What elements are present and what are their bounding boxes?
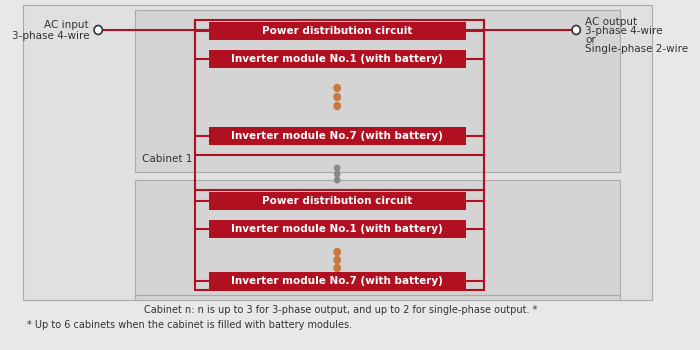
Circle shape [334,248,340,256]
Bar [135,180,620,295]
Bar [209,50,466,68]
Bar [195,20,484,155]
Bar [135,295,620,300]
Text: Inverter module No.1 (with battery): Inverter module No.1 (with battery) [231,224,443,234]
Circle shape [335,177,339,183]
Bar [209,127,466,145]
Bar [209,192,466,210]
Bar [209,220,466,238]
Circle shape [334,257,340,264]
Text: AC output: AC output [585,17,638,27]
Text: Single-phase 2-wire: Single-phase 2-wire [585,44,689,54]
Circle shape [335,171,339,177]
Text: Power distribution circuit: Power distribution circuit [262,26,412,36]
Bar [135,10,620,172]
Bar [195,190,484,290]
Circle shape [335,165,339,171]
Bar [209,22,466,40]
Circle shape [94,26,102,35]
Bar [23,5,652,300]
Text: Inverter module No.7 (with battery): Inverter module No.7 (with battery) [231,276,443,286]
Text: AC input: AC input [44,20,89,30]
Text: Cabinet n: n is up to 3 for 3-phase output, and up to 2 for single-phase output.: Cabinet n: n is up to 3 for 3-phase outp… [144,305,538,315]
Text: 3-phase 4-wire: 3-phase 4-wire [11,31,89,41]
Text: Cabinet 1: Cabinet 1 [142,154,193,164]
Circle shape [334,93,340,100]
Circle shape [572,26,580,35]
Bar [209,272,466,290]
Circle shape [334,265,340,272]
Text: 3-phase 4-wire: 3-phase 4-wire [585,26,663,36]
Text: * Up to 6 cabinets when the cabinet is filled with battery modules.: * Up to 6 cabinets when the cabinet is f… [27,320,351,330]
Text: Power distribution circuit: Power distribution circuit [262,196,412,206]
Text: Inverter module No.1 (with battery): Inverter module No.1 (with battery) [231,54,443,64]
Circle shape [334,103,340,110]
Text: or: or [585,35,596,45]
Circle shape [334,84,340,91]
Text: Inverter module No.7 (with battery): Inverter module No.7 (with battery) [231,131,443,141]
